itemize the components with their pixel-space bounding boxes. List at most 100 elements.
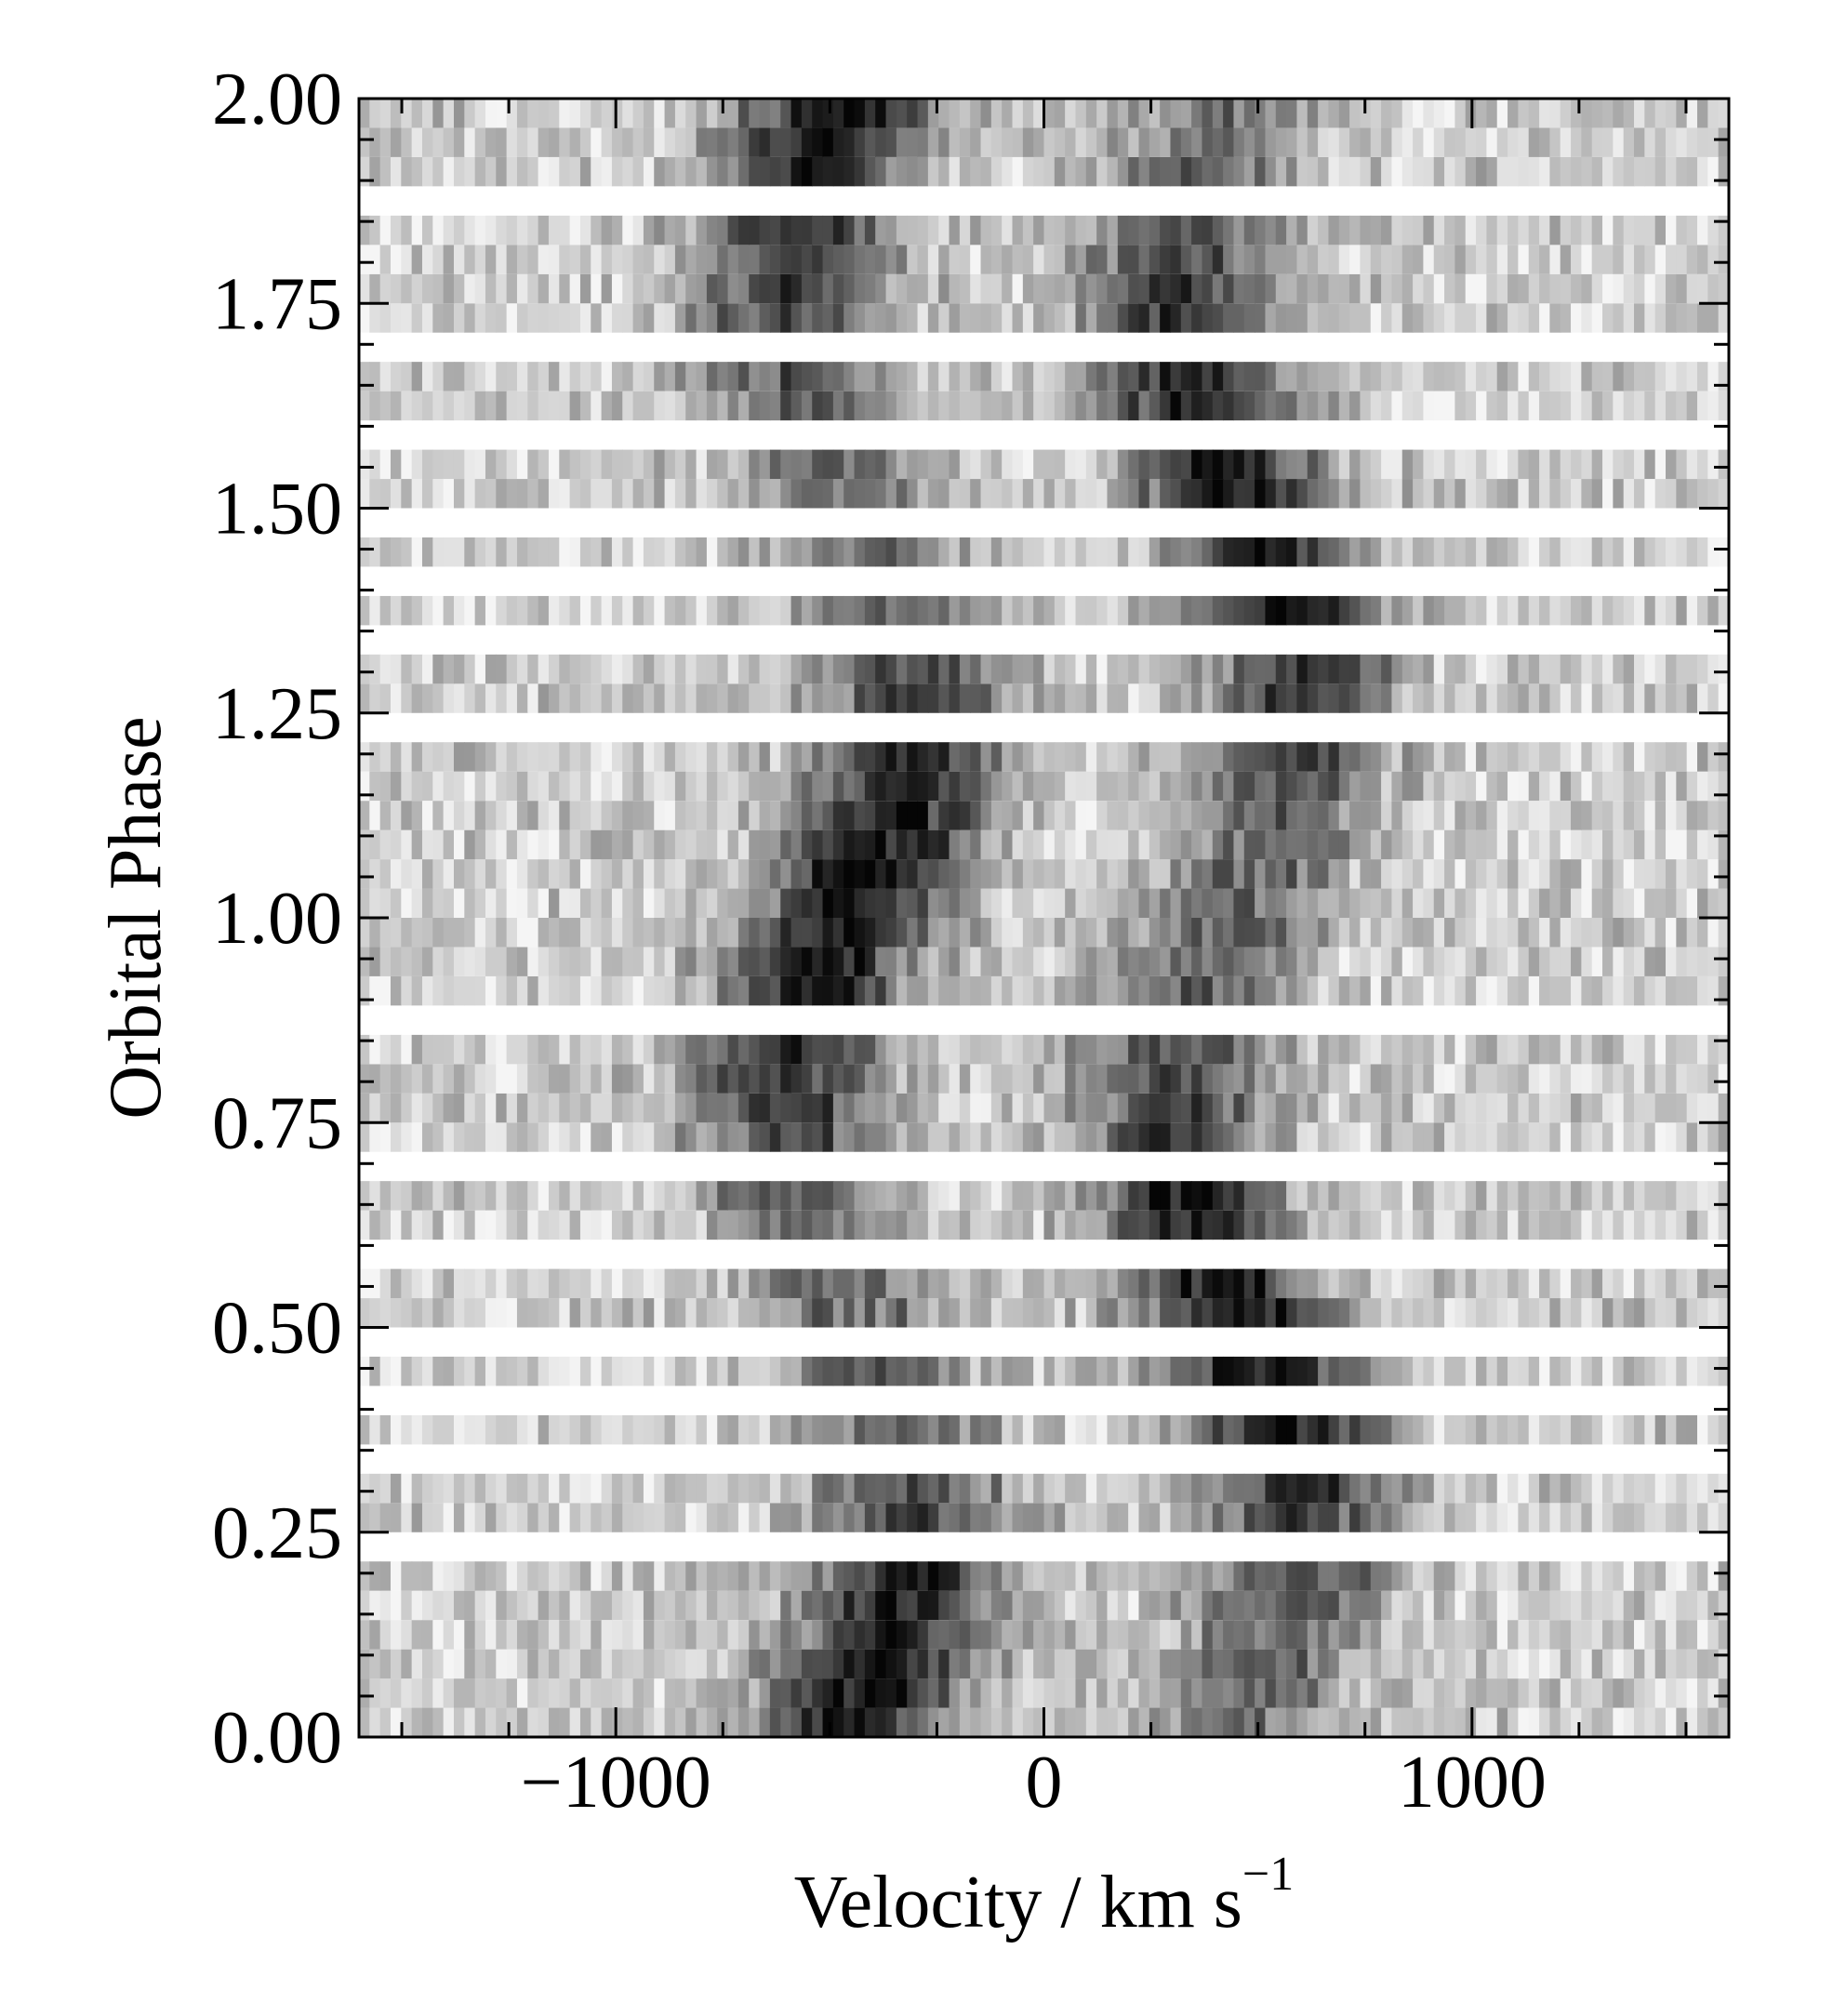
heatmap-cell — [1686, 1034, 1698, 1065]
heatmap-cell — [812, 1503, 824, 1532]
heatmap-cell — [696, 391, 708, 421]
heatmap-cell — [1107, 1414, 1119, 1445]
heatmap-cell — [1338, 1210, 1350, 1240]
heatmap-cell — [474, 1590, 486, 1621]
heatmap-cell — [875, 947, 887, 976]
heatmap-cell — [1233, 537, 1245, 567]
heatmap-cell — [548, 1678, 560, 1708]
heatmap-cell — [1549, 801, 1561, 830]
heatmap-cell — [1318, 742, 1330, 772]
heatmap-cell — [864, 1620, 876, 1650]
heatmap-cell — [527, 537, 539, 567]
heatmap-cell — [780, 537, 792, 567]
heatmap-cell — [769, 683, 781, 713]
heatmap-cell — [1117, 1707, 1129, 1737]
heatmap-cell — [1138, 1678, 1150, 1708]
heatmap-cell — [1065, 1210, 1077, 1240]
heatmap-cell — [453, 1590, 465, 1621]
heatmap-cell — [706, 975, 718, 1006]
heatmap-cell — [1128, 829, 1140, 860]
heatmap-cell — [1328, 1122, 1340, 1152]
heatmap-cell — [1549, 1181, 1561, 1211]
heatmap-cell — [1360, 1298, 1372, 1328]
heatmap-cell — [1149, 595, 1161, 626]
heatmap-cell — [1138, 1414, 1150, 1445]
heatmap-cell — [432, 654, 445, 684]
heatmap-cell — [812, 654, 824, 684]
heatmap-cell — [1085, 888, 1097, 918]
heatmap-cell — [464, 1268, 476, 1299]
heatmap-cell — [611, 391, 623, 421]
heatmap-cell — [1444, 1034, 1455, 1065]
heatmap-cell — [696, 1503, 708, 1532]
heatmap-cell — [1528, 801, 1540, 830]
heatmap-cell — [1454, 947, 1467, 976]
heatmap-cell — [864, 1561, 876, 1591]
heatmap-cell — [1128, 654, 1140, 684]
heatmap-cell — [1476, 918, 1487, 948]
heatmap-cell — [1528, 1064, 1540, 1094]
heatmap-cell — [538, 801, 550, 830]
heatmap-cell — [390, 595, 402, 626]
heatmap-cell — [1307, 1707, 1319, 1737]
heatmap-cell — [632, 391, 644, 421]
heatmap-cell — [359, 1093, 370, 1123]
heatmap-cell — [1549, 273, 1561, 304]
heatmap-cell — [749, 1503, 761, 1532]
heatmap-cell — [1338, 1181, 1350, 1211]
heatmap-cell — [1623, 391, 1635, 421]
heatmap-cell — [780, 1298, 792, 1328]
heatmap-cell — [632, 888, 644, 918]
heatmap-cell — [727, 1620, 739, 1650]
spectrum-row — [359, 1707, 1730, 1737]
heatmap-cell — [1085, 683, 1097, 713]
heatmap-cell — [432, 1356, 445, 1386]
heatmap-cell — [379, 683, 392, 713]
heatmap-cell — [737, 273, 750, 304]
heatmap-cell — [875, 537, 887, 567]
heatmap-cell — [401, 771, 413, 802]
heatmap-cell — [548, 859, 560, 889]
heatmap-cell — [1496, 1268, 1508, 1299]
heatmap-cell — [1676, 595, 1688, 626]
heatmap-cell — [632, 449, 644, 480]
heatmap-cell — [907, 1268, 919, 1299]
heatmap-cell — [1107, 1093, 1119, 1123]
heatmap-cell — [749, 1210, 761, 1240]
heatmap-cell — [1286, 1707, 1298, 1737]
heatmap-cell — [1602, 1414, 1614, 1445]
heatmap-cell — [949, 479, 961, 509]
heatmap-cell — [1307, 1356, 1319, 1386]
heatmap-cell — [421, 1298, 433, 1328]
heatmap-cell — [854, 273, 866, 304]
spectrum-row — [359, 1503, 1730, 1532]
heatmap-cell — [1686, 1181, 1698, 1211]
heatmap-cell — [1275, 1473, 1287, 1504]
heatmap-cell — [421, 391, 433, 421]
heatmap-cell — [1033, 1678, 1045, 1708]
heatmap-cell — [1054, 771, 1066, 802]
heatmap-cell — [1697, 888, 1708, 918]
heatmap-cell — [1571, 1181, 1582, 1211]
heatmap-cell — [591, 888, 603, 918]
heatmap-cell — [1666, 683, 1677, 713]
heatmap-cell — [780, 1093, 792, 1123]
heatmap-cell — [379, 1181, 392, 1211]
heatmap-cell — [959, 1561, 971, 1591]
heatmap-cell — [1075, 362, 1087, 391]
heatmap-cell — [1149, 1064, 1161, 1094]
heatmap-cell — [601, 1034, 613, 1065]
heatmap-cell — [759, 683, 771, 713]
heatmap-cell — [927, 449, 939, 480]
heatmap-cell — [1634, 1268, 1645, 1299]
heatmap-cell — [1476, 1210, 1487, 1240]
heatmap-cell — [749, 479, 761, 509]
heatmap-cell — [727, 975, 739, 1006]
heatmap-cell — [1423, 975, 1435, 1006]
heatmap-cell — [664, 1473, 676, 1504]
heatmap-cell — [548, 742, 560, 772]
heatmap-cell — [1296, 1503, 1308, 1532]
heatmap-cell — [1707, 1678, 1720, 1708]
heatmap-cell — [390, 1414, 402, 1445]
heatmap-cell — [1160, 479, 1172, 509]
